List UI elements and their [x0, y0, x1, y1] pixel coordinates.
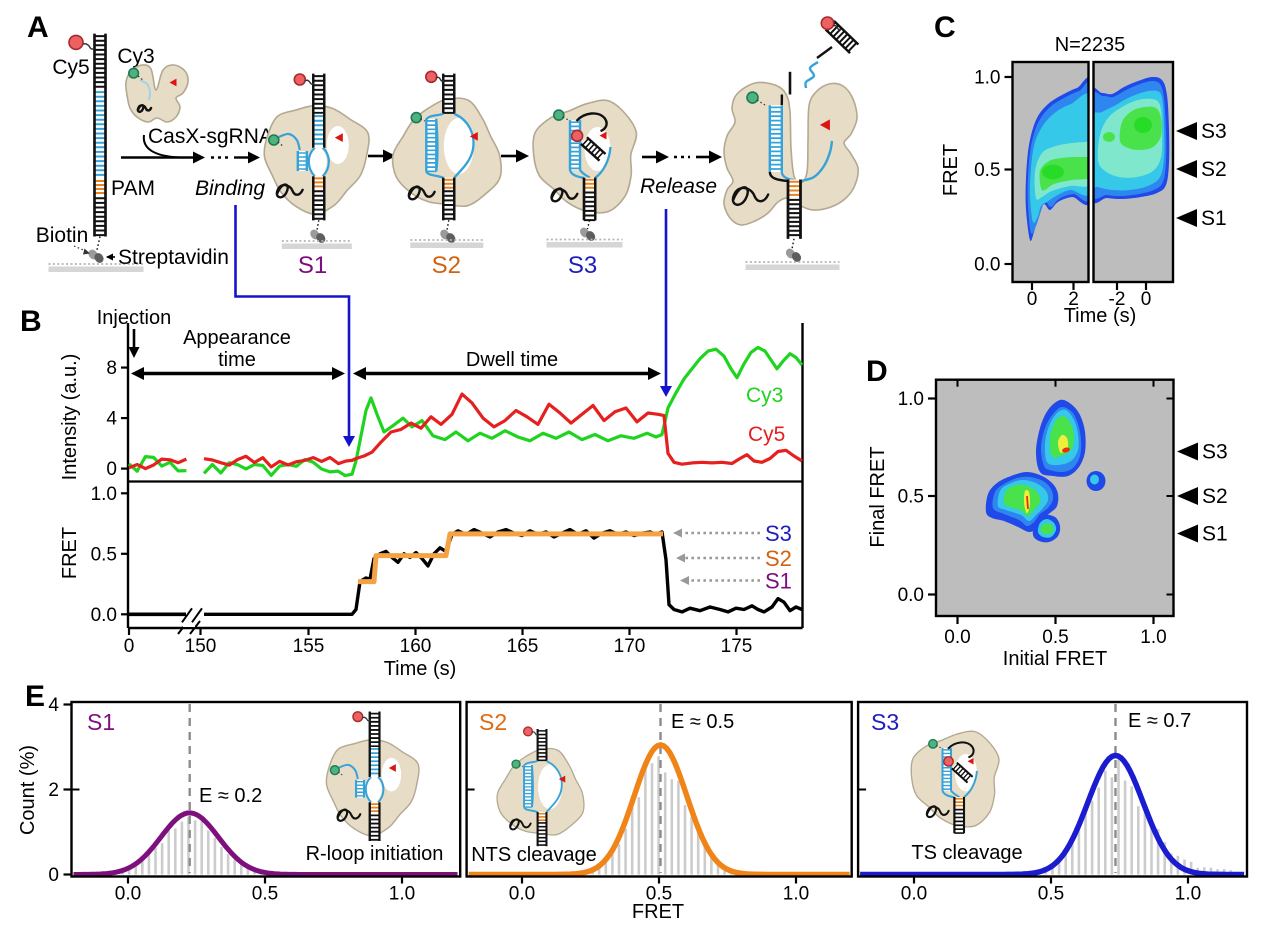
svg-text:D: D [866, 355, 888, 388]
svg-text:S3: S3 [1202, 441, 1228, 464]
svg-text:0.5: 0.5 [974, 160, 1000, 181]
svg-text:4: 4 [48, 695, 59, 716]
svg-text:0.5: 0.5 [1042, 627, 1068, 648]
svg-text:S1: S1 [87, 709, 115, 735]
svg-text:0.5: 0.5 [646, 884, 672, 905]
svg-text:0.0: 0.0 [91, 605, 117, 626]
svg-text:0.0: 0.0 [944, 627, 970, 648]
svg-text:S3: S3 [871, 709, 899, 735]
svg-text:8: 8 [106, 358, 117, 379]
svg-text:0.5: 0.5 [91, 544, 117, 565]
svg-text:0: 0 [1141, 289, 1152, 310]
svg-text:160: 160 [400, 636, 432, 657]
svg-text:Biotin: Biotin [36, 224, 89, 247]
svg-text:0.5: 0.5 [252, 884, 278, 905]
svg-text:S3: S3 [1201, 120, 1227, 143]
svg-text:175: 175 [721, 636, 753, 657]
svg-text:0: 0 [124, 636, 135, 657]
svg-text:1.0: 1.0 [389, 884, 415, 905]
svg-text:165: 165 [507, 636, 539, 657]
svg-text:1.0: 1.0 [898, 389, 924, 410]
svg-text:1.0: 1.0 [91, 484, 117, 505]
svg-text:CasX-sgRNA: CasX-sgRNA [148, 125, 273, 148]
svg-text:C: C [934, 11, 956, 44]
svg-text:FRET: FRET [59, 527, 81, 579]
svg-text:Time (s): Time (s) [384, 658, 457, 680]
svg-text:Release: Release [640, 175, 717, 198]
svg-text:2: 2 [1068, 289, 1079, 310]
svg-text:Intensity (a.u.): Intensity (a.u.) [59, 354, 81, 481]
svg-text:Binding: Binding [195, 177, 265, 200]
svg-text:0: 0 [106, 459, 117, 480]
svg-text:Streptavidin: Streptavidin [118, 246, 229, 269]
svg-text:0.0: 0.0 [509, 884, 535, 905]
svg-text:S2: S2 [1202, 485, 1228, 508]
svg-text:1.0: 1.0 [1140, 627, 1166, 648]
svg-text:S3: S3 [568, 252, 597, 279]
svg-text:155: 155 [293, 636, 325, 657]
svg-text:1.0: 1.0 [1175, 884, 1201, 905]
svg-text:170: 170 [614, 636, 646, 657]
svg-text:S1: S1 [765, 569, 792, 594]
svg-text:0.0: 0.0 [974, 255, 1000, 276]
svg-text:E ≈ 0.2: E ≈ 0.2 [199, 785, 262, 807]
svg-text:A: A [27, 11, 49, 44]
svg-text:E: E [25, 680, 45, 713]
svg-text:R-loop initiation: R-loop initiation [306, 843, 444, 865]
svg-text:S2: S2 [765, 546, 792, 571]
svg-text:E ≈ 0.7: E ≈ 0.7 [1128, 710, 1191, 732]
svg-text:0: 0 [48, 865, 59, 886]
svg-text:Dwell time: Dwell time [466, 349, 558, 371]
svg-text:1.0: 1.0 [783, 884, 809, 905]
svg-text:0: 0 [1027, 289, 1038, 310]
svg-text:Appearance: Appearance [183, 327, 291, 349]
svg-text:Final FRET: Final FRET [867, 446, 889, 547]
svg-text:NTS cleavage: NTS cleavage [471, 844, 597, 866]
svg-text:-2: -2 [1109, 289, 1126, 310]
svg-text:4: 4 [106, 409, 117, 430]
svg-text:TS cleavage: TS cleavage [911, 842, 1022, 864]
svg-text:0.5: 0.5 [1038, 884, 1064, 905]
svg-text:S1: S1 [1201, 207, 1227, 230]
svg-text:time: time [218, 349, 256, 371]
svg-text:0.0: 0.0 [898, 585, 924, 606]
svg-text:E ≈ 0.5: E ≈ 0.5 [671, 711, 734, 733]
svg-text:Time (s): Time (s) [1064, 305, 1137, 327]
svg-text:150: 150 [185, 636, 217, 657]
svg-text:S1: S1 [1202, 523, 1228, 546]
svg-text:FRET: FRET [940, 144, 962, 196]
svg-text:Cy5: Cy5 [748, 423, 785, 446]
svg-text:Cy5: Cy5 [52, 56, 89, 79]
svg-text:S2: S2 [479, 709, 507, 735]
svg-text:Cy3: Cy3 [746, 384, 783, 407]
svg-text:B: B [20, 305, 42, 338]
svg-text:N=2235: N=2235 [1055, 34, 1126, 56]
svg-text:S2: S2 [432, 252, 461, 279]
svg-text:FRET: FRET [632, 901, 684, 923]
svg-text:PAM: PAM [111, 177, 155, 200]
svg-text:S1: S1 [298, 252, 327, 279]
svg-text:Count (%): Count (%) [17, 745, 39, 835]
svg-text:0.5: 0.5 [898, 487, 924, 508]
svg-text:1.0: 1.0 [974, 68, 1000, 89]
svg-text:Initial FRET: Initial FRET [1003, 648, 1107, 670]
svg-text:S2: S2 [1201, 158, 1227, 181]
svg-text:Cy3: Cy3 [117, 45, 154, 68]
svg-text:2: 2 [48, 780, 59, 801]
svg-text:Injection: Injection [97, 307, 172, 329]
svg-text:0.0: 0.0 [115, 884, 141, 905]
svg-text:0.0: 0.0 [901, 884, 927, 905]
svg-text:S3: S3 [765, 521, 792, 546]
